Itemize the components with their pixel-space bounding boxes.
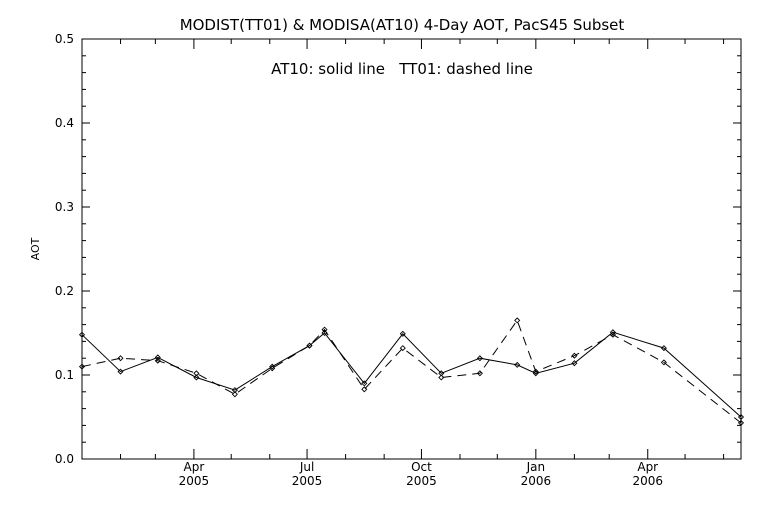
y-tick-label: 0.5 (55, 32, 74, 46)
data-point-at10 (514, 361, 521, 368)
y-axis-label: AOT (29, 237, 42, 260)
data-point-at10 (78, 331, 86, 338)
data-point-tt01 (269, 365, 276, 372)
x-tick-month-label: Jan (526, 460, 546, 474)
plot-frame-layer (81, 38, 742, 460)
data-point-at10 (737, 413, 745, 421)
data-point-at10 (476, 355, 483, 362)
data-point-at10 (193, 374, 200, 381)
data-point-at10 (117, 368, 124, 375)
data-point-at10 (571, 360, 578, 367)
data-point-tt01 (571, 352, 578, 359)
data-point-tt01 (154, 357, 161, 364)
data-point-at10 (269, 363, 276, 370)
ticks-layer: 0.00.10.20.30.40.5Apr2005Jul2005Oct2005J… (55, 32, 741, 488)
x-tick-year-label: 2005 (292, 474, 323, 488)
series-at10 (78, 329, 745, 421)
series-tt01 (78, 317, 745, 426)
series-line-tt01 (81, 319, 742, 424)
data-point-tt01 (78, 363, 86, 370)
data-point-tt01 (321, 326, 328, 333)
data-point-tt01 (438, 374, 445, 381)
y-tick-label: 0.1 (55, 368, 74, 382)
series-style-annotation: AT10: solid line TT01: dashed line (271, 60, 533, 78)
x-tick-month-label: Jul (299, 460, 314, 474)
x-tick-year-label: 2006 (521, 474, 552, 488)
data-point-tt01 (737, 419, 745, 426)
data-point-tt01 (306, 342, 313, 349)
x-tick-year-label: 2005 (406, 474, 437, 488)
data-point-at10 (361, 380, 368, 387)
y-tick-label: 0.0 (55, 452, 74, 466)
data-point-tt01 (514, 317, 521, 324)
data-point-at10 (399, 330, 406, 337)
y-tick-label: 0.4 (55, 116, 74, 130)
data-point-tt01 (193, 370, 200, 377)
plot-area-border (81, 38, 742, 460)
x-tick-year-label: 2005 (179, 474, 210, 488)
x-tick-month-label: Apr (637, 460, 658, 474)
data-point-tt01 (361, 386, 368, 393)
chart-title: MODIST(TT01) & MODISA(AT10) 4-Day AOT, P… (180, 16, 625, 34)
data-point-tt01 (609, 331, 616, 338)
x-tick-month-label: Apr (184, 460, 205, 474)
data-point-tt01 (231, 391, 238, 398)
data-point-tt01 (117, 355, 124, 362)
y-tick-label: 0.3 (55, 200, 74, 214)
series-line-at10 (81, 331, 742, 418)
data-point-tt01 (532, 368, 539, 375)
x-tick-year-label: 2006 (632, 474, 663, 488)
data-point-at10 (660, 345, 667, 352)
data-point-tt01 (660, 359, 667, 366)
series-layer (78, 317, 745, 426)
data-point-tt01 (399, 345, 406, 352)
labels-layer: MODIST(TT01) & MODISA(AT10) 4-Day AOT, P… (29, 16, 624, 260)
x-tick-month-label: Oct (411, 460, 432, 474)
data-point-at10 (154, 354, 161, 361)
data-point-tt01 (476, 370, 483, 377)
y-tick-label: 0.2 (55, 284, 74, 298)
